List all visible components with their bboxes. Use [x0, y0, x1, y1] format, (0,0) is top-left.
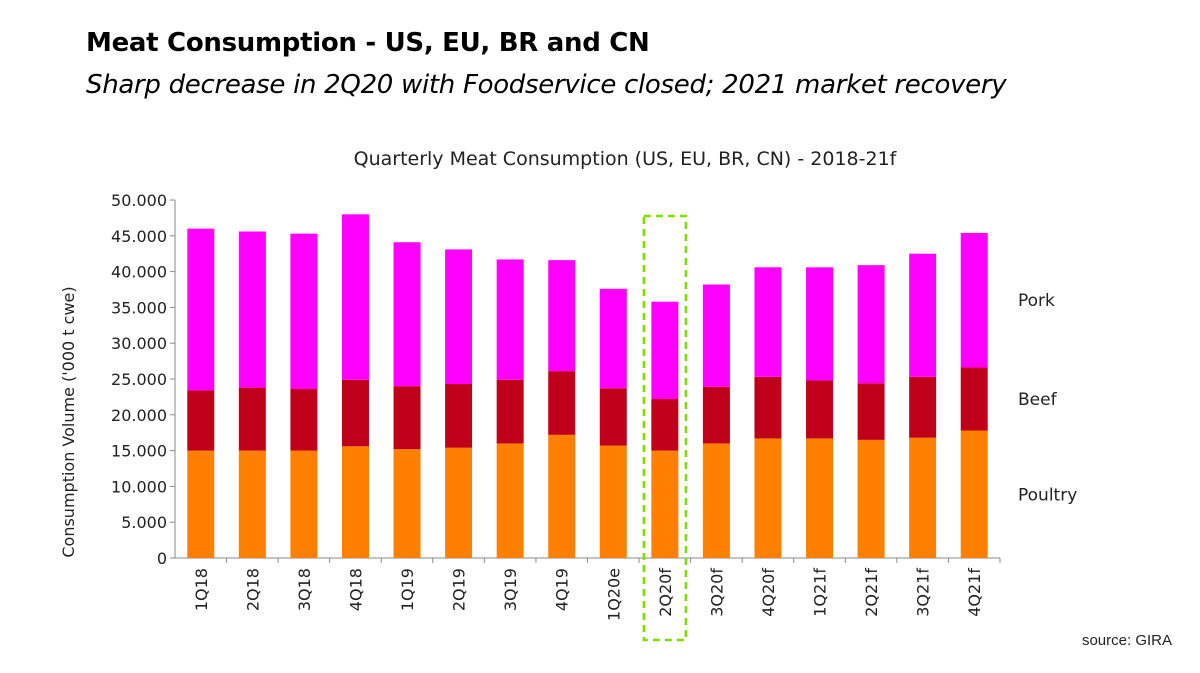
x-tick-label: 1Q18	[192, 568, 211, 611]
x-tick-labels: 1Q18 2Q18 3Q18 4Q18 1Q19 2Q19 3Q19 4Q19 1Q20e 2Q2…	[192, 568, 984, 621]
bar-beef-3q18	[290, 389, 318, 451]
y-tick-label: 10.000	[111, 477, 167, 496]
bar-pork-2q19	[445, 249, 473, 385]
series-label-beef: Beef	[1018, 390, 1058, 410]
page-subtitle: Sharp decrease in 2Q20 with Foodservice …	[86, 70, 1007, 100]
bar-poultry-1q20e	[599, 445, 627, 558]
bar-pork-1q18	[187, 228, 215, 391]
x-tick-label: 3Q19	[501, 568, 520, 611]
bar-pork-2q21f	[857, 265, 885, 384]
y-tick-label: 5.000	[121, 513, 167, 532]
bar-poultry-3q20f	[702, 443, 730, 558]
bar-pork-4q18	[341, 214, 369, 380]
bar-poultry-4q20f	[754, 438, 782, 558]
bar-poultry-3q21f	[909, 437, 937, 558]
bar-beef-4q21f	[960, 367, 988, 431]
bar-beef-4q20f	[754, 376, 782, 439]
bar-pork-4q21f	[960, 232, 988, 368]
bar-pork-2q20f	[651, 301, 679, 400]
y-tick-label: 35.000	[111, 298, 167, 317]
bar-beef-1q20e	[599, 388, 627, 446]
bar-pork-3q21f	[909, 253, 937, 377]
series-label-pork: Pork	[1018, 291, 1055, 311]
bars-group	[187, 214, 988, 642]
bar-beef-1q21f	[806, 380, 834, 439]
bar-pork-3q20f	[702, 284, 730, 387]
x-tick-label: 1Q21f	[811, 568, 830, 617]
bar-poultry-1q21f	[806, 438, 834, 558]
bar-pork-3q18	[290, 233, 318, 390]
bar-poultry-1q19	[393, 449, 421, 558]
bar-pork-3q19	[496, 259, 524, 380]
bar-beef-3q19	[496, 379, 524, 444]
y-tick-label: 15.000	[111, 442, 167, 461]
bar-beef-4q19	[548, 371, 576, 435]
highlight-box-2q20f	[642, 214, 688, 642]
bar-beef-2q21f	[857, 383, 885, 440]
series-label-poultry: Poultry	[1018, 485, 1077, 505]
page-title: Meat Consumption - US, EU, BR and CN	[86, 28, 650, 58]
bar-poultry-1q18	[187, 450, 215, 558]
x-tick-label: 2Q20f	[656, 568, 675, 617]
x-tick-label: 2Q19	[450, 568, 469, 611]
bar-beef-2q19	[445, 384, 473, 448]
x-tick-label: 3Q18	[295, 568, 314, 611]
y-tick-label: 20.000	[111, 406, 167, 425]
bar-poultry-3q18	[290, 450, 318, 558]
bar-poultry-3q19	[496, 443, 524, 558]
bar-pork-1q21f	[806, 267, 834, 381]
x-tick-label: 1Q20e	[604, 568, 623, 621]
x-tick-label: 1Q19	[398, 568, 417, 611]
x-tick-label: 4Q18	[346, 568, 365, 611]
bar-pork-4q19	[548, 260, 576, 372]
bar-beef-1q18	[187, 390, 215, 451]
bar-poultry-2q21f	[857, 439, 885, 558]
bar-beef-1q19	[393, 386, 421, 450]
bar-poultry-2q18	[238, 450, 266, 558]
y-axis-label: Consumption Volume ('000 t cwe)	[59, 286, 78, 557]
x-tick-label: 2Q21f	[862, 568, 881, 617]
bar-pork-4q20f	[754, 267, 782, 377]
x-tick-label: 4Q19	[553, 568, 572, 611]
bar-beef-2q18	[238, 387, 266, 451]
source-note: source: GIRA	[1081, 632, 1172, 649]
bar-beef-2q20f	[651, 399, 679, 451]
bar-pork-1q20e	[599, 288, 627, 389]
y-tick-label: 45.000	[111, 227, 167, 246]
bar-pork-2q18	[238, 231, 266, 388]
y-tick-label: 0	[157, 549, 167, 568]
bar-poultry-4q21f	[960, 430, 988, 558]
x-tick-label: 2Q18	[243, 568, 262, 611]
bar-beef-3q20f	[702, 386, 730, 444]
y-tick-labels: 0 5.000 10.000 15.000 20.000 25.000 30.000 35.0…	[111, 191, 167, 568]
bar-poultry-4q19	[548, 434, 576, 558]
x-tick-label: 4Q21f	[965, 568, 984, 617]
x-tick-label: 4Q20f	[759, 568, 778, 617]
chart-title: Quarterly Meat Consumption (US, EU, BR, …	[354, 148, 898, 170]
y-tick-label: 25.000	[111, 370, 167, 389]
bar-poultry-2q19	[445, 447, 473, 558]
bar-beef-3q21f	[909, 376, 937, 438]
y-tick-label: 40.000	[111, 263, 167, 282]
bar-poultry-4q18	[341, 446, 369, 558]
bar-poultry-2q20f	[651, 450, 679, 558]
bar-pork-1q19	[393, 242, 421, 387]
bar-beef-4q18	[341, 379, 369, 447]
x-tick-label: 3Q20f	[707, 568, 726, 617]
x-tick-label: 3Q21f	[914, 568, 933, 617]
y-tick-label: 50.000	[111, 191, 167, 210]
series-labels: Poultry Beef Pork	[1018, 291, 1077, 505]
y-tick-label: 30.000	[111, 334, 167, 353]
